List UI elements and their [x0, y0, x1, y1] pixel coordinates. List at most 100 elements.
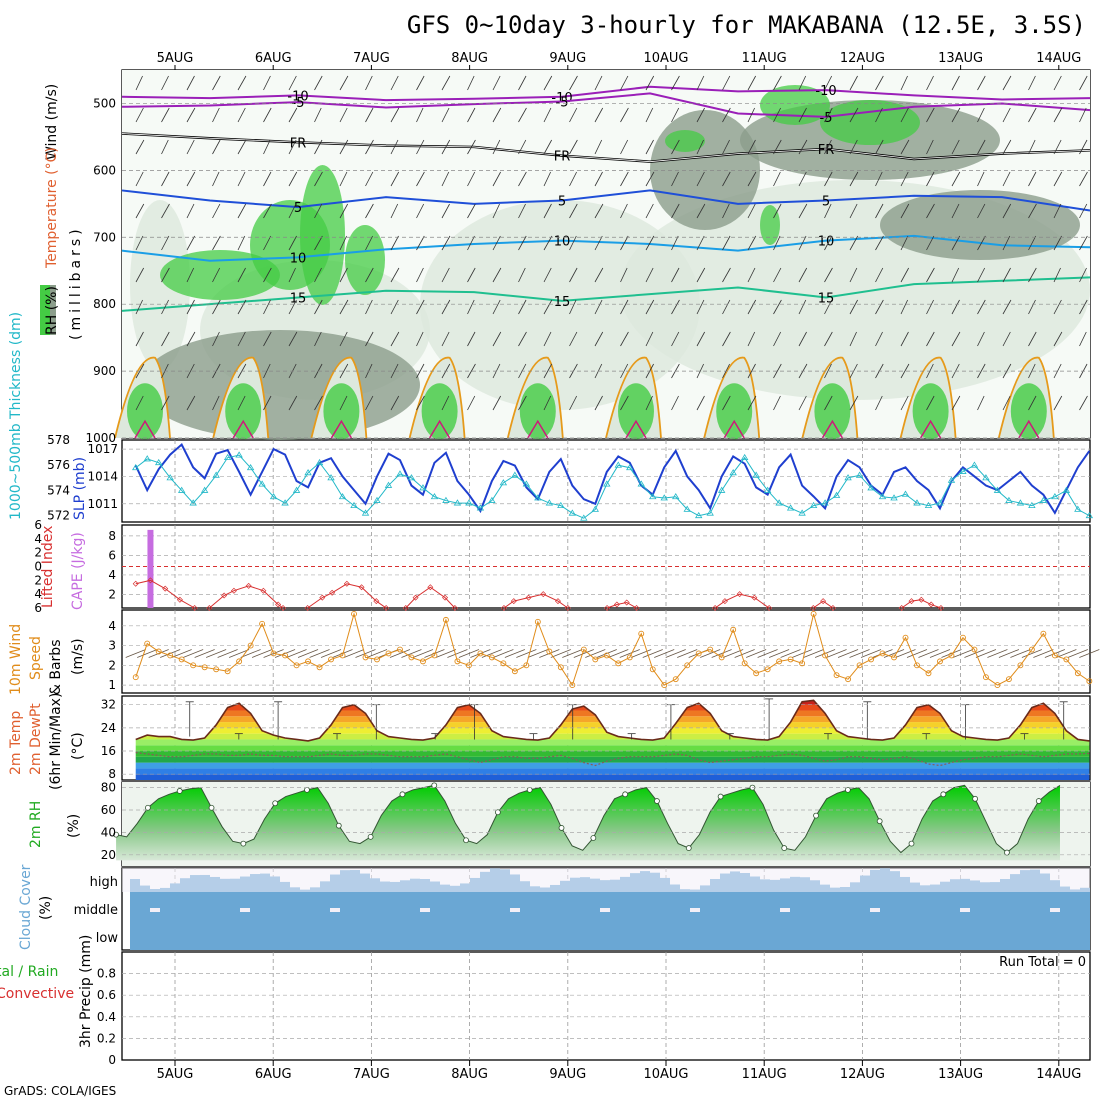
wind-speed-pt-25 — [420, 658, 426, 665]
upper-barb-33-5 — [977, 235, 986, 251]
upper-barb-13-10 — [467, 395, 476, 411]
li-pt-6-3 — [751, 594, 758, 601]
wind-barb-32 — [493, 649, 514, 658]
upper-barb-24-4 — [747, 203, 756, 219]
wind-barb-8 — [217, 649, 238, 658]
upper-barb-13-5 — [467, 235, 475, 251]
date-bottom-13AUG: 13AUG — [938, 1067, 983, 1082]
upper-barb-3-8 — [212, 331, 220, 347]
wind-barb-55 — [757, 649, 778, 658]
thickness-pt-79 — [1039, 496, 1048, 503]
rh-pt-42 — [558, 825, 565, 831]
thickness-pt-67 — [901, 490, 910, 497]
thickness-pt-59 — [809, 501, 818, 508]
upper-barb-37-8 — [1079, 331, 1087, 347]
upper-barb-8-6 — [339, 267, 348, 283]
rh-pt-30 — [431, 782, 438, 789]
wind-speed-pt-7 — [213, 666, 220, 673]
wind-speed-pt-58 — [799, 660, 806, 667]
rh-pt-51 — [654, 798, 660, 804]
wind-barb-23 — [389, 649, 411, 658]
wind-barb-7 — [205, 649, 227, 658]
li-pt-1-3 — [245, 582, 252, 589]
date-bottom-12AUG: 12AUG — [840, 1067, 885, 1082]
li-pt-4-2 — [525, 594, 532, 601]
cape-tick-4: 4 — [108, 568, 116, 582]
upper-barb-27-7 — [824, 299, 833, 315]
upper-barb-26-8 — [798, 331, 807, 347]
thickness-pt-15 — [304, 469, 312, 476]
date-bottom-9AUG: 9AUG — [549, 1067, 586, 1082]
temp-label-c: (6hr Min/Max) — [48, 693, 64, 790]
date-bottom-8AUG: 8AUG — [451, 1067, 488, 1082]
rh-pt-72 — [876, 818, 883, 825]
upper-barb-36-0 — [1053, 75, 1062, 91]
wind-tick-1: 1 — [108, 678, 116, 692]
upper-barb-1-10 — [161, 395, 170, 411]
upper-barb-4-2 — [237, 139, 247, 155]
wind-speed-pt-76 — [1005, 676, 1012, 683]
wind-barb-0 — [125, 649, 146, 658]
temp-bands — [135, 700, 1090, 780]
upper-barb-26-3 — [798, 171, 807, 187]
thickness-pt-23 — [396, 470, 404, 477]
upper-barb-9-3 — [365, 171, 374, 187]
upper-barb-31-0 — [926, 75, 934, 91]
rh-tick-20: 20 — [101, 848, 116, 862]
upper-barb-11-8 — [416, 331, 424, 347]
wind-barb-39 — [573, 649, 594, 658]
thickness-pt-48 — [683, 505, 691, 512]
wind-barb-57 — [780, 649, 801, 658]
date-labels-top: 5AUG 6AUG 7AUG 8AUG 9AUG 10AUG 11AUG 12AUG 13AUG… — [157, 51, 1081, 70]
upper-barb-0-10 — [135, 395, 144, 411]
moist-spike-4 — [519, 383, 556, 440]
rh-pt-12 — [240, 840, 247, 847]
wind-speed-pt-28 — [454, 658, 461, 665]
wind-barb-53 — [734, 649, 755, 658]
upper-barb-6-3 — [288, 171, 298, 187]
wind-speed-pt-24 — [408, 654, 415, 661]
wind-speed-pt-78 — [1028, 646, 1035, 653]
rh-moist-5 — [820, 100, 920, 145]
upper-barb-16-5 — [543, 235, 553, 251]
upper-barb-12-10 — [441, 395, 450, 411]
upper-barb-19-7 — [620, 299, 629, 315]
wind-speed-pt-49 — [695, 650, 702, 657]
li-tick-4: 2 — [34, 573, 42, 587]
upper-barb-22-2 — [696, 139, 704, 155]
rh-legend — [40, 285, 56, 335]
precip-label-a: tal / Rain — [0, 964, 58, 980]
wind-speed-pt-70 — [937, 658, 943, 665]
upper-barb-37-10 — [1079, 395, 1088, 411]
cloud-level-middle: middle — [74, 903, 118, 918]
upper-barb-4-10 — [237, 395, 246, 411]
upper-barb-34-8 — [1002, 331, 1011, 347]
upper-barb-12-6 — [441, 267, 450, 283]
upper-barb-6-6 — [288, 267, 296, 283]
upper-temp-label: Temperature (°C) — [44, 147, 60, 269]
thickness-pt-2 — [154, 458, 163, 466]
rh-pt-84 — [1004, 849, 1010, 856]
upper-barb-9-1 — [365, 107, 374, 123]
upper-barb-10-8 — [390, 331, 400, 347]
upper-barb-35-7 — [1028, 299, 1036, 315]
upper-barb-32-7 — [951, 299, 960, 315]
upper-barb-29-2 — [875, 139, 884, 155]
thickness-pt-74 — [982, 474, 990, 481]
upper-barb-6-1 — [288, 107, 298, 123]
magenta-spike-2 — [330, 419, 353, 439]
upper-barb-21-10 — [671, 395, 679, 411]
wind-speed-pt-56 — [776, 658, 783, 665]
upper-barb-29-1 — [875, 107, 883, 123]
rh-pt-78 — [940, 791, 947, 798]
slp-thickness-panel: 572 574 576 578 1011 1014 1017 — [47, 433, 1094, 523]
upper-barb-35-4 — [1028, 203, 1037, 219]
cape-tick-6: 6 — [108, 548, 116, 562]
moist-spike-0 — [127, 383, 163, 440]
wind-barb-24 — [401, 649, 422, 658]
rh-pt-81 — [972, 795, 979, 802]
upper-barb-11-0 — [416, 75, 425, 91]
wind-speed-pt-27 — [442, 616, 449, 623]
upper-barb-7-0 — [314, 75, 323, 91]
upper-barb-2-7 — [186, 299, 195, 315]
